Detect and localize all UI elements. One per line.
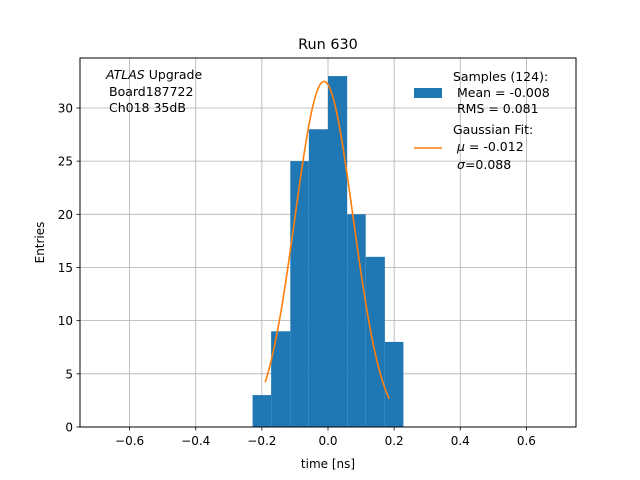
legend-mu-symbol: μ <box>456 139 465 154</box>
annotation-box: ATLAS Upgrade Board187722 Ch018 35dB <box>105 67 202 115</box>
y-tick-label: 15 <box>58 261 73 275</box>
histogram-bar <box>271 331 291 427</box>
x-tick-label: −0.2 <box>247 434 276 448</box>
histogram-bar <box>290 161 309 428</box>
x-tick-label: 0.4 <box>451 434 470 448</box>
legend-hist-swatch <box>414 88 442 98</box>
annotation-upgrade: Upgrade <box>149 67 203 82</box>
x-tick-label: −0.4 <box>181 434 210 448</box>
annotation-atlas: ATLAS <box>105 67 145 82</box>
histogram-bar <box>328 76 348 427</box>
y-tick-label: 25 <box>58 155 73 169</box>
legend-mu-value: = -0.012 <box>465 139 524 154</box>
gaussian-fit <box>264 80 390 400</box>
legend-fit-line-3: σ=0.088 <box>457 157 511 172</box>
y-tick-label: 0 <box>65 421 73 435</box>
histogram-bar <box>308 129 328 427</box>
x-tick-label: 0.0 <box>318 434 337 448</box>
gaussian-fit-line <box>264 80 390 400</box>
histogram-bar <box>252 395 272 427</box>
y-tick-label: 10 <box>58 314 73 328</box>
x-tick-label: 0.6 <box>517 434 536 448</box>
x-axis-label: time [ns] <box>301 457 355 471</box>
legend-sigma-value: =0.088 <box>465 157 511 172</box>
axis-ticks: −0.6 −0.4 −0.2 0.0 0.2 0.4 0.6 0 5 10 15 20 25 30 <box>58 101 536 448</box>
legend-sigma-symbol: σ <box>457 157 466 172</box>
legend-samples-line-1: Samples (124): <box>453 69 548 84</box>
annotation-line-1: ATLAS Upgrade <box>105 67 202 82</box>
x-tick-label: −0.6 <box>115 434 144 448</box>
y-axis-label: Entries <box>33 222 47 264</box>
legend-samples-line-2: Mean = -0.008 <box>453 85 550 100</box>
x-tick-label: 0.2 <box>385 434 404 448</box>
legend-samples-line-3: RMS = 0.081 <box>453 101 539 116</box>
annotation-line-2: Board187722 <box>109 84 193 99</box>
legend: Samples (124): Mean = -0.008 RMS = 0.081… <box>414 69 550 172</box>
y-tick-label: 30 <box>58 101 73 115</box>
y-tick-label: 5 <box>65 367 73 381</box>
chart-title: Run 630 <box>298 37 358 53</box>
annotation-line-3: Ch018 35dB <box>109 100 186 115</box>
histogram-bars <box>252 76 404 428</box>
histogram-bar <box>384 341 404 427</box>
legend-fit-line-2: μ = -0.012 <box>456 139 524 154</box>
histogram-bar <box>365 256 385 427</box>
legend-fit-line-1: Gaussian Fit: <box>453 122 533 137</box>
histogram-bar <box>347 214 366 427</box>
y-tick-label: 20 <box>58 208 73 222</box>
